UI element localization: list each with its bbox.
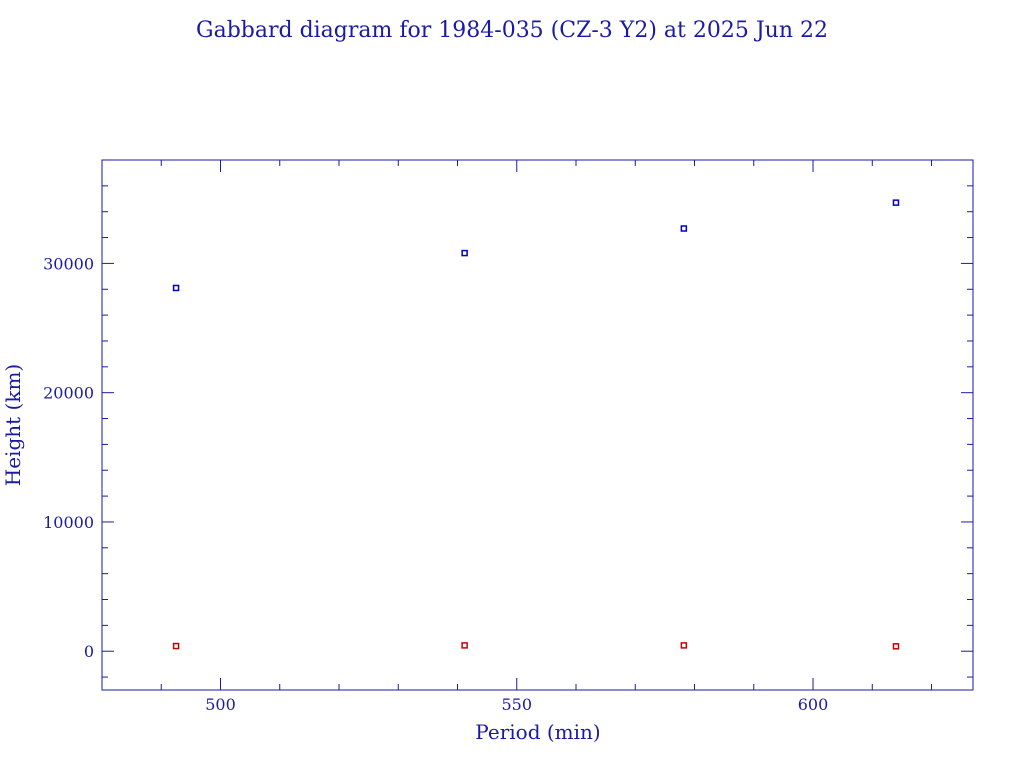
apogee-point	[172, 284, 180, 292]
chart-title: Gabbard diagram for 1984-035 (CZ-3 Y2) a…	[196, 18, 828, 43]
perigee-point	[680, 642, 688, 649]
perigee-point	[892, 643, 900, 650]
x-tick-label: 550	[501, 695, 532, 714]
x-tick-label: 600	[798, 695, 829, 714]
y-tick-label: 30000	[43, 254, 94, 273]
apogee-point	[892, 199, 900, 206]
y-tick-label: 20000	[43, 384, 94, 403]
y-axis-label: Height (km)	[1, 364, 25, 486]
plot-frame	[101, 159, 974, 691]
y-tick-label: 10000	[43, 513, 94, 532]
x-axis-label: Period (min)	[475, 720, 600, 744]
data-points	[172, 199, 900, 650]
perigee-point	[172, 642, 180, 650]
x-tick-label: 500	[205, 695, 236, 714]
apogee-point	[680, 225, 688, 232]
axes	[101, 159, 974, 691]
perigee-point	[461, 642, 468, 649]
apogee-point	[461, 249, 468, 257]
ticks: 500 550 600 0 10000 20000 30000	[43, 160, 973, 714]
y-tick-label: 0	[84, 642, 94, 661]
